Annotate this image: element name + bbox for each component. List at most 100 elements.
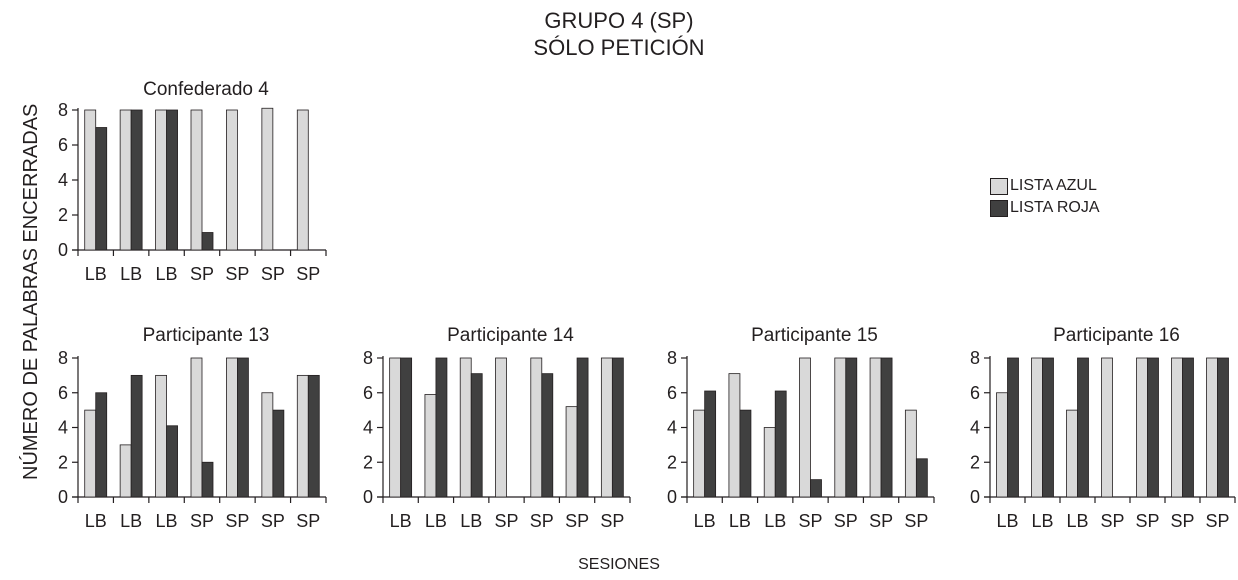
y-tick-label: 6 [667, 383, 677, 403]
x-tick-label: SP [225, 511, 249, 531]
bar-lista-azul [565, 406, 578, 498]
bar-lista-roja [774, 390, 787, 498]
y-tick-label: 8 [58, 100, 68, 120]
x-tick-label: SP [904, 511, 928, 531]
bar-lista-roja [400, 357, 413, 498]
bar-lista-roja [880, 357, 893, 498]
x-tick-label: SP [1100, 511, 1124, 531]
x-tick-label: LB [390, 511, 412, 531]
bar-lista-roja [739, 409, 752, 498]
bar-lista-roja [704, 390, 717, 498]
x-tick-label: LB [425, 511, 447, 531]
y-tick-label: 8 [667, 348, 677, 368]
bar-lista-azul [763, 427, 776, 498]
x-tick-label: LB [85, 511, 107, 531]
bar-lista-roja [1217, 357, 1229, 498]
bar-lista-azul [728, 373, 741, 498]
y-tick-label: 2 [970, 452, 980, 472]
legend-swatch-roja [990, 199, 1008, 217]
x-tick-label: SP [225, 264, 249, 284]
bar-lista-roja [1042, 357, 1054, 498]
y-tick-label: 2 [363, 452, 373, 472]
y-tick-label: 6 [363, 383, 373, 403]
bar-lista-roja [541, 373, 554, 498]
x-tick-label: LB [729, 511, 751, 531]
panel-title: Participante 13 [143, 325, 270, 346]
y-tick-label: 0 [58, 487, 68, 507]
bar-lista-azul [1031, 357, 1043, 498]
bar-lista-roja [130, 109, 143, 251]
bar-lista-roja [1077, 357, 1089, 498]
bar-lista-azul [155, 374, 167, 498]
bar-lista-azul [296, 374, 309, 498]
x-tick-label: SP [600, 511, 624, 531]
bar-lista-azul [530, 357, 543, 498]
bar-lista-azul [1066, 409, 1078, 498]
legend-item-azul: LISTA AZUL [990, 175, 1100, 197]
panel-title: Participante 14 [447, 325, 574, 346]
y-tick-label: 8 [363, 348, 373, 368]
legend: LISTA AZUL LISTA ROJA [990, 175, 1100, 219]
x-tick-label: SP [296, 264, 320, 284]
legend-swatch-azul [990, 177, 1008, 195]
x-tick-label: LB [156, 511, 178, 531]
bar-lista-roja [237, 357, 249, 498]
bar-lista-roja [95, 392, 108, 498]
x-tick-label: LB [85, 264, 107, 284]
bar-lista-azul [190, 109, 203, 251]
bar-lista-azul [869, 357, 882, 498]
y-tick-label: 0 [970, 487, 980, 507]
bar-lista-roja [915, 458, 928, 498]
y-tick-label: 8 [58, 348, 68, 368]
bar-lista-roja [272, 409, 285, 498]
y-tick-label: 0 [58, 240, 68, 260]
y-tick-label: 8 [970, 348, 980, 368]
y-tick-label: 2 [58, 205, 68, 225]
y-tick-label: 2 [667, 452, 677, 472]
panel-title: Participante 16 [1053, 325, 1180, 346]
bar-lista-azul [155, 109, 167, 251]
bar-lista-azul [84, 109, 97, 251]
x-tick-label: SP [190, 264, 214, 284]
y-tick-label: 6 [58, 135, 68, 155]
bar-lista-roja [810, 479, 822, 498]
x-tick-label: SP [261, 264, 285, 284]
bar-lista-azul [834, 357, 847, 498]
legend-label-azul: LISTA AZUL [1010, 177, 1097, 194]
bar-lista-azul [996, 392, 1008, 498]
bar-lista-azul [1206, 357, 1218, 498]
bar-lista-roja [166, 425, 178, 498]
bar-lista-azul [693, 409, 706, 498]
bar-lista-azul [600, 357, 613, 498]
x-tick-label: SP [530, 511, 554, 531]
x-tick-label: SP [565, 511, 589, 531]
x-tick-label: SP [190, 511, 214, 531]
panel-title: Participante 15 [751, 325, 878, 346]
bar-lista-roja [435, 357, 448, 498]
x-tick-label: SP [1135, 511, 1159, 531]
bar-lista-azul [904, 409, 917, 498]
y-tick-label: 4 [58, 170, 68, 190]
bar-lista-roja [1182, 357, 1194, 498]
bar-lista-azul [190, 357, 203, 498]
chart-title: GRUPO 4 (SP) [544, 8, 694, 33]
x-tick-label: SP [261, 511, 285, 531]
x-tick-label: SP [296, 511, 320, 531]
bar-lista-azul [495, 357, 507, 498]
y-tick-label: 6 [970, 383, 980, 403]
bar-lista-roja [845, 357, 858, 498]
x-tick-label: SP [1205, 511, 1229, 531]
bar-lista-azul [1101, 357, 1113, 498]
bar-lista-roja [307, 374, 320, 498]
legend-label-roja: LISTA ROJA [1010, 199, 1100, 216]
bar-lista-azul [459, 357, 472, 498]
y-tick-label: 4 [58, 418, 68, 438]
y-tick-label: 2 [58, 452, 68, 472]
bar-lista-roja [1007, 357, 1019, 498]
x-axis-label: SESIONES [578, 556, 660, 573]
y-tick-label: 4 [363, 418, 373, 438]
bar-lista-roja [470, 373, 483, 498]
x-tick-label: LB [1031, 511, 1053, 531]
x-tick-label: LB [694, 511, 716, 531]
